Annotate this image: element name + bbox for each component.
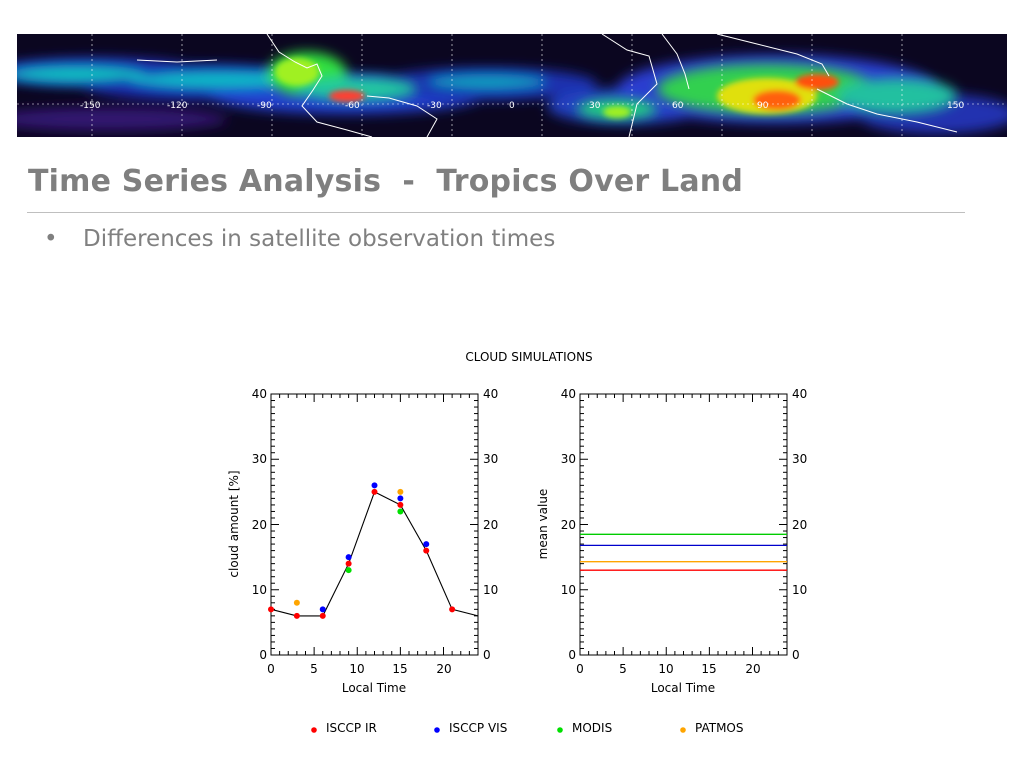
data-point — [397, 495, 404, 502]
mean-value-x-ticklabels: 0 5 10 15 20 — [576, 662, 760, 676]
legend-marker — [434, 727, 440, 733]
banner-lon-label: -60 — [345, 101, 360, 111]
legend-marker — [311, 727, 317, 733]
banner-lon-label: -90 — [257, 101, 272, 111]
x-tick-label: 10 — [658, 662, 673, 676]
x-tick-label: 20 — [436, 662, 451, 676]
y-tick-label: 10 — [561, 583, 576, 597]
banner-lon-label: -150 — [80, 101, 101, 111]
bullet-list: • Differences in satellite observation ti… — [44, 226, 555, 252]
y-tick-label: 40 — [561, 387, 576, 401]
cloud-amount-marks — [268, 482, 479, 619]
y-tick-label: 10 — [792, 583, 807, 597]
title-divider — [27, 212, 965, 213]
slide-title: Time Series Analysis - Tropics Over Land — [28, 164, 744, 199]
legend-label: PATMOS — [695, 721, 744, 735]
banner-lon-label: 150 — [947, 101, 964, 111]
mean-value-marks — [580, 533, 787, 571]
legend-item: ISCCP IR — [311, 721, 377, 735]
data-point — [345, 560, 352, 567]
y-tick-label: 40 — [252, 387, 267, 401]
cloud-amount-y-ticklabels-right: 0 10 20 30 40 — [483, 387, 498, 662]
legend-item: ISCCP VIS — [434, 721, 507, 735]
y-tick-label: 20 — [252, 518, 267, 532]
data-point — [397, 508, 404, 515]
data-point — [397, 501, 404, 508]
x-axis-label: Local Time — [342, 681, 406, 695]
cloud-amount-plot-frame — [270, 393, 479, 656]
cloud-amount-ticks — [270, 393, 479, 656]
mean-value-y-ticklabels-left: 0 10 20 30 40 — [561, 387, 576, 662]
cloud-amount-y-ticklabels-left: 0 10 20 30 40 — [252, 387, 267, 662]
cloud-amount-x-ticklabels: 0 5 10 15 20 — [267, 662, 451, 676]
banner-lon-label: 0 — [509, 101, 515, 111]
bullet-item: • Differences in satellite observation ti… — [44, 226, 555, 252]
y-tick-label: 10 — [252, 583, 267, 597]
data-point — [293, 612, 300, 619]
legend-item: PATMOS — [680, 721, 744, 735]
mean-value-plot-frame — [579, 393, 788, 656]
y-tick-label: 20 — [792, 518, 807, 532]
data-point — [319, 606, 326, 613]
data-point — [371, 482, 378, 489]
data-point — [293, 599, 300, 606]
mean-value-y-ticklabels-right: 0 10 20 30 40 — [792, 387, 807, 662]
y-axis-label: mean value — [536, 489, 550, 560]
legend-label: ISCCP VIS — [449, 721, 507, 735]
banner-lon-label: -120 — [167, 101, 188, 111]
banner-lon-label: -30 — [427, 101, 442, 111]
data-point — [345, 554, 352, 561]
satellite-cloud-map-image: -150 -120 -90 -60 -30 0 30 60 90 150 — [17, 34, 1007, 137]
x-tick-label: 10 — [349, 662, 364, 676]
data-point — [423, 547, 430, 554]
data-point — [423, 541, 430, 548]
legend-label: ISCCP IR — [326, 721, 377, 735]
x-tick-label: 5 — [619, 662, 627, 676]
mean-value-panel: 0 10 20 30 40 0 10 20 30 40 0 5 10 15 20… — [536, 387, 807, 695]
x-tick-label: 20 — [745, 662, 760, 676]
data-point — [268, 606, 274, 613]
banner-lon-label: 90 — [757, 101, 769, 111]
y-tick-label: 40 — [792, 387, 807, 401]
y-tick-label: 0 — [568, 648, 576, 662]
y-axis-label: cloud amount [%] — [227, 470, 241, 577]
y-tick-label: 10 — [483, 583, 498, 597]
data-point — [397, 488, 404, 495]
chart-legend: ISCCP IR ISCCP VIS MODIS PATMOS — [311, 721, 744, 735]
bullet-text: Differences in satellite observation tim… — [83, 226, 556, 252]
bullet-dot-icon: • — [44, 226, 58, 252]
legend-label: MODIS — [572, 721, 612, 735]
y-tick-label: 20 — [561, 518, 576, 532]
y-tick-label: 30 — [483, 452, 498, 466]
chart-title: CLOUD SIMULATIONS — [465, 350, 592, 364]
banner-lon-label: 60 — [672, 101, 684, 111]
data-point — [345, 567, 352, 574]
x-axis-label: Local Time — [651, 681, 715, 695]
x-tick-label: 5 — [310, 662, 318, 676]
banner-lon-label: 30 — [589, 101, 601, 111]
cloud-simulations-figure: CLOUD SIMULATIONS 0 10 20 30 40 0 10 20 … — [227, 350, 807, 735]
legend-marker — [557, 727, 563, 733]
y-tick-label: 30 — [252, 452, 267, 466]
mean-value-ticks — [579, 393, 788, 656]
y-tick-label: 40 — [483, 387, 498, 401]
data-point — [449, 606, 456, 613]
satellite-cloud-banner: -150 -120 -90 -60 -30 0 30 60 90 150 — [17, 34, 1007, 137]
y-tick-label: 0 — [792, 648, 800, 662]
y-tick-label: 30 — [561, 452, 576, 466]
y-tick-label: 0 — [483, 648, 491, 662]
x-tick-label: 15 — [392, 662, 407, 676]
x-tick-label: 0 — [576, 662, 584, 676]
data-point — [319, 612, 326, 619]
cloud-amount-panel: 0 10 20 30 40 0 10 20 30 40 0 5 10 15 20… — [227, 387, 498, 695]
y-tick-label: 0 — [259, 648, 267, 662]
y-tick-label: 20 — [483, 518, 498, 532]
x-tick-label: 0 — [267, 662, 275, 676]
data-point — [371, 488, 378, 495]
legend-item: MODIS — [557, 721, 612, 735]
x-tick-label: 15 — [701, 662, 716, 676]
legend-marker — [680, 727, 686, 733]
y-tick-label: 30 — [792, 452, 807, 466]
